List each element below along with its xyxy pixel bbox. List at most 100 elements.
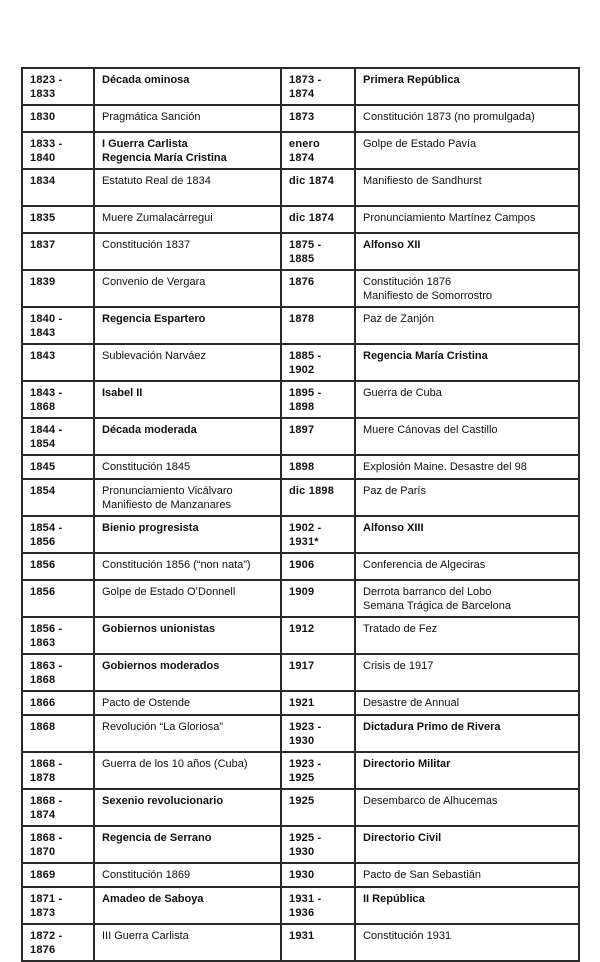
- left-date-cell: 1843: [21, 343, 95, 382]
- right-event-cell: Desembarco de Alhucemas: [354, 788, 580, 827]
- table-row: 1854 - 1856 Bienio progresista 1902 - 1931…: [21, 515, 580, 554]
- left-date-cell: 1823 - 1833: [21, 67, 95, 106]
- right-event-cell: Tratado de Fez: [354, 616, 580, 655]
- table-row: 1856 Golpe de Estado O’Donnell 1909 Derrota…: [21, 579, 580, 618]
- table-row: 1839 Convenio de Vergara 1876 Constitución …: [21, 269, 580, 308]
- right-date-cell: 1921: [280, 690, 356, 716]
- right-event-cell: Primera República: [354, 67, 580, 106]
- table-row: 1833 - 1840 I Guerra Carlista Regencia Ma…: [21, 131, 580, 170]
- right-date-cell: dic 1874: [280, 168, 356, 207]
- left-date-cell: 1871 - 1873: [21, 886, 95, 925]
- right-event-cell: Paz de París: [354, 478, 580, 517]
- table-row: 1854 Pronunciamiento Vicálvaro Manifiesto…: [21, 478, 580, 517]
- right-event-cell: Pronunciamiento Martínez Campos: [354, 205, 580, 234]
- left-event-cell: Revolución “La Gloriosa”: [93, 714, 282, 753]
- left-date-cell: 1868: [21, 714, 95, 753]
- left-date-cell: 1856: [21, 552, 95, 581]
- left-event-cell: Década moderada: [93, 417, 282, 456]
- left-date-cell: 1843 - 1868: [21, 380, 95, 419]
- right-event-cell: Manifiesto de Sandhurst: [354, 168, 580, 207]
- left-date-cell: 1834: [21, 168, 95, 207]
- table-row: 1871 - 1873 Amadeo de Saboya 1931 - 1936 II…: [21, 886, 580, 925]
- right-event-cell: Guerra de Cuba: [354, 380, 580, 419]
- table-row: 1868 - 1878 Guerra de los 10 años (Cuba) 1…: [21, 751, 580, 790]
- left-event-cell: Constitución 1837: [93, 232, 282, 271]
- left-event-cell: Gobiernos moderados: [93, 653, 282, 692]
- left-date-cell: 1833 - 1840: [21, 131, 95, 170]
- right-event-cell: Alfonso XIII: [354, 515, 580, 554]
- table-row: 1843 Sublevación Narváez 1885 - 1902 Regenc…: [21, 343, 580, 382]
- right-date-cell: 1909: [280, 579, 356, 618]
- right-event-cell: II República: [354, 886, 580, 925]
- right-date-cell: 1895 - 1898: [280, 380, 356, 419]
- left-date-cell: 1840 - 1843: [21, 306, 95, 345]
- right-date-cell: 1923 - 1925: [280, 751, 356, 790]
- left-date-cell: 1856 - 1863: [21, 616, 95, 655]
- table-body: 1823 - 1833 Década ominosa 1873 - 1874 Prim…: [21, 67, 580, 962]
- left-event-cell: Pragmática Sanción: [93, 104, 282, 133]
- right-date-cell: 1885 - 1902: [280, 343, 356, 382]
- right-event-cell: Paz de Zanjón: [354, 306, 580, 345]
- left-date-cell: 1866: [21, 690, 95, 716]
- right-date-cell: 1873 - 1874: [280, 67, 356, 106]
- table-row: 1863 - 1868 Gobiernos moderados 1917 Crisis…: [21, 653, 580, 692]
- right-date-cell: 1876: [280, 269, 356, 308]
- left-event-cell: Isabel II: [93, 380, 282, 419]
- table-row: 1872 - 1876 III Guerra Carlista 1931 Consti…: [21, 923, 580, 962]
- left-event-cell: Sublevación Narváez: [93, 343, 282, 382]
- left-event-cell: Golpe de Estado O’Donnell: [93, 579, 282, 618]
- right-date-cell: 1878: [280, 306, 356, 345]
- right-event-cell: Constitución 1876 Manifiesto de Somorros…: [354, 269, 580, 308]
- right-date-cell: enero 1874: [280, 131, 356, 170]
- left-event-cell: Muere Zumalacárregui: [93, 205, 282, 234]
- left-event-cell: Convenio de Vergara: [93, 269, 282, 308]
- table-row: 1868 - 1874 Sexenio revolucionario 1925 Des…: [21, 788, 580, 827]
- document-page: 1823 - 1833 Década ominosa 1873 - 1874 Prim…: [21, 67, 580, 962]
- right-date-cell: dic 1874: [280, 205, 356, 234]
- right-date-cell: 1906: [280, 552, 356, 581]
- left-event-cell: Constitución 1869: [93, 862, 282, 888]
- table-row: 1835 Muere Zumalacárregui dic 1874 Pronunci…: [21, 205, 580, 234]
- table-row: 1823 - 1833 Década ominosa 1873 - 1874 Prim…: [21, 67, 580, 106]
- left-date-cell: 1837: [21, 232, 95, 271]
- right-event-cell: Pacto de San Sebastián: [354, 862, 580, 888]
- table-row: 1844 - 1854 Década moderada 1897 Muere Cáno…: [21, 417, 580, 456]
- right-event-cell: Constitución 1931: [354, 923, 580, 962]
- right-date-cell: 1925: [280, 788, 356, 827]
- table-row: 1840 - 1843 Regencia Espartero 1878 Paz de …: [21, 306, 580, 345]
- left-event-cell: Regencia Espartero: [93, 306, 282, 345]
- right-date-cell: 1875 - 1885: [280, 232, 356, 271]
- left-date-cell: 1845: [21, 454, 95, 480]
- table-row: 1830 Pragmática Sanción 1873 Constitución 1…: [21, 104, 580, 133]
- right-event-cell: Regencia María Cristina: [354, 343, 580, 382]
- table-row: 1856 Constitución 1856 (“non nata”) 1906 Co…: [21, 552, 580, 581]
- right-event-cell: Directorio Militar: [354, 751, 580, 790]
- right-event-cell: Explosión Maine. Desastre del 98: [354, 454, 580, 480]
- right-date-cell: 1902 - 1931*: [280, 515, 356, 554]
- left-date-cell: 1854: [21, 478, 95, 517]
- right-event-cell: Alfonso XII: [354, 232, 580, 271]
- right-date-cell: 1925 - 1930: [280, 825, 356, 864]
- left-date-cell: 1856: [21, 579, 95, 618]
- table-row: 1866 Pacto de Ostende 1921 Desastre de Annu…: [21, 690, 580, 716]
- left-date-cell: 1869: [21, 862, 95, 888]
- right-date-cell: 1923 - 1930: [280, 714, 356, 753]
- left-date-cell: 1868 - 1870: [21, 825, 95, 864]
- table-row: 1856 - 1863 Gobiernos unionistas 1912 Trata…: [21, 616, 580, 655]
- left-date-cell: 1844 - 1854: [21, 417, 95, 456]
- left-event-cell: Década ominosa: [93, 67, 282, 106]
- left-date-cell: 1868 - 1878: [21, 751, 95, 790]
- table-row: 1843 - 1868 Isabel II 1895 - 1898 Guerra de…: [21, 380, 580, 419]
- table-row: 1869 Constitución 1869 1930 Pacto de San Se…: [21, 862, 580, 888]
- left-date-cell: 1835: [21, 205, 95, 234]
- left-date-cell: 1839: [21, 269, 95, 308]
- right-event-cell: Desastre de Annual: [354, 690, 580, 716]
- left-event-cell: Estatuto Real de 1834: [93, 168, 282, 207]
- left-event-cell: Constitución 1845: [93, 454, 282, 480]
- table-row: 1868 - 1870 Regencia de Serrano 1925 - 193…: [21, 825, 580, 864]
- table-row: 1837 Constitución 1837 1875 - 1885 Alfonso …: [21, 232, 580, 271]
- left-event-cell: Regencia de Serrano: [93, 825, 282, 864]
- left-date-cell: 1872 - 1876: [21, 923, 95, 962]
- left-event-cell: Bienio progresista: [93, 515, 282, 554]
- left-event-cell: Amadeo de Saboya: [93, 886, 282, 925]
